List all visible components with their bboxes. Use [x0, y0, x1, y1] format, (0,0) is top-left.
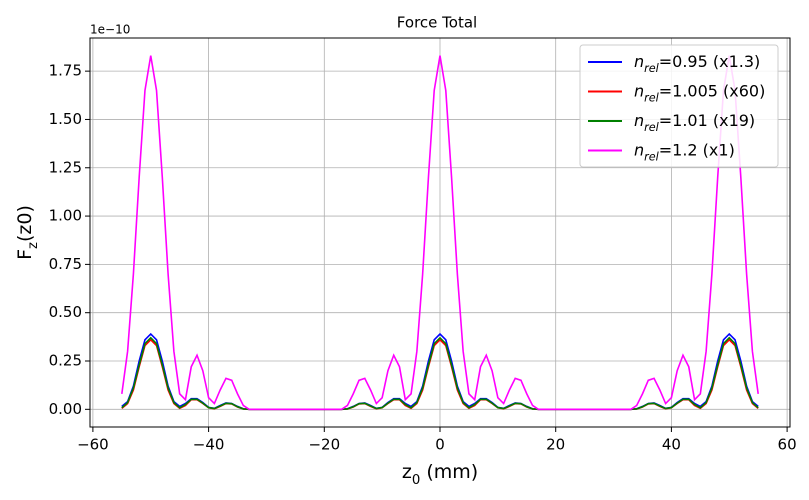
- y-tick-label: 1.75: [49, 62, 82, 80]
- axes-frame: [89, 37, 791, 428]
- y-tick-label: 1.00: [49, 207, 82, 225]
- y-tick-label: 1.50: [49, 110, 82, 128]
- y-tick-label: 0.50: [49, 303, 82, 321]
- y-tick-label: 0.25: [49, 352, 82, 370]
- y-offset: 1e−10: [90, 23, 130, 37]
- series-line: [121, 55, 759, 411]
- x-tick-label: −60: [77, 436, 109, 454]
- x-tick-label: 0: [435, 436, 445, 454]
- x-tick-label: 60: [778, 436, 797, 454]
- y-tick-label: 0.75: [49, 255, 82, 273]
- legend-label: nrel=1.01 (x19): [634, 111, 755, 134]
- x-axis-label: z0 (mm): [402, 461, 478, 488]
- legend-box: [579, 44, 779, 168]
- x-tick-label: −20: [308, 436, 340, 454]
- x-tick-label: −40: [193, 436, 225, 454]
- x-tick-label: 40: [662, 436, 681, 454]
- x-tick-label: 20: [546, 436, 565, 454]
- legend-label: nrel=0.95 (x1.3): [634, 52, 760, 75]
- series-line: [121, 336, 759, 411]
- legend-label: nrel=1.005 (x60): [634, 81, 765, 104]
- y-tick-label: 0.00: [49, 400, 82, 418]
- chart-title: Force Total: [397, 14, 477, 32]
- y-axis-label: Fz(z0): [14, 205, 41, 260]
- y-tick-label: 1.25: [49, 158, 82, 176]
- legend-label: nrel=1.2 (x1): [634, 140, 735, 163]
